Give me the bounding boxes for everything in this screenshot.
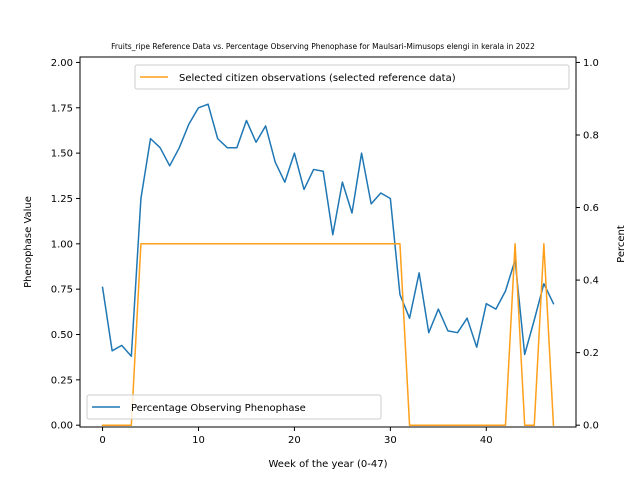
legend-left-axis: Percentage Observing Phenophase — [86, 394, 382, 420]
chart-title: Fruits_ripe Reference Data vs. Percentag… — [111, 42, 535, 51]
left-y-tick-label: 2.00 — [51, 58, 73, 69]
legend-label-percentage-observing: Percentage Observing Phenophase — [131, 403, 306, 414]
left-y-tick-label: 0.00 — [51, 421, 73, 432]
x-tick-label: 30 — [384, 435, 397, 446]
right-y-axis-label: Percent — [616, 225, 627, 263]
x-axis-ticks: 0 10 20 30 40 — [99, 427, 493, 446]
right-y-tick-label: 0.0 — [583, 421, 599, 432]
plot-area — [101, 103, 555, 426]
right-y-tick-label: 0.6 — [583, 203, 599, 214]
left-y-tick-label: 1.50 — [51, 149, 73, 160]
right-y-tick-label: 0.8 — [583, 130, 599, 141]
left-y-axis-label: Phenophase Value — [23, 196, 34, 288]
x-tick-label: 10 — [192, 435, 205, 446]
right-y-tick-label: 0.2 — [583, 348, 599, 359]
x-tick-label: 20 — [288, 435, 301, 446]
legend-right-axis: Selected citizen observations (selected … — [134, 64, 570, 90]
left-y-tick-label: 1.25 — [51, 194, 73, 205]
left-y-tick-label: 1.75 — [51, 103, 73, 114]
x-axis-label: Week of the year (0-47) — [269, 459, 388, 470]
x-tick-label: 40 — [480, 435, 493, 446]
series-line-percentage-observing — [101, 103, 555, 358]
legend-label-reference-data: Selected citizen observations (selected … — [179, 73, 456, 84]
right-y-tick-label: 1.0 — [583, 58, 599, 69]
right-y-axis-ticks: 0.0 0.2 0.4 0.6 0.8 1.0 — [576, 58, 599, 432]
left-y-tick-label: 1.00 — [51, 239, 73, 250]
series-line-reference-data — [101, 243, 555, 426]
legend-box — [86, 394, 382, 420]
legend-box — [134, 64, 570, 90]
left-y-tick-label: 0.25 — [51, 375, 73, 386]
right-y-tick-label: 0.4 — [583, 276, 599, 287]
left-y-tick-label: 0.75 — [51, 285, 73, 296]
left-y-axis-ticks: 0.00 0.25 0.50 0.75 1.00 1.25 1.50 1.75 2.00 — [51, 58, 80, 432]
plot-frame — [79, 56, 577, 428]
x-tick-label: 0 — [99, 435, 105, 446]
left-y-tick-label: 0.50 — [51, 330, 73, 341]
